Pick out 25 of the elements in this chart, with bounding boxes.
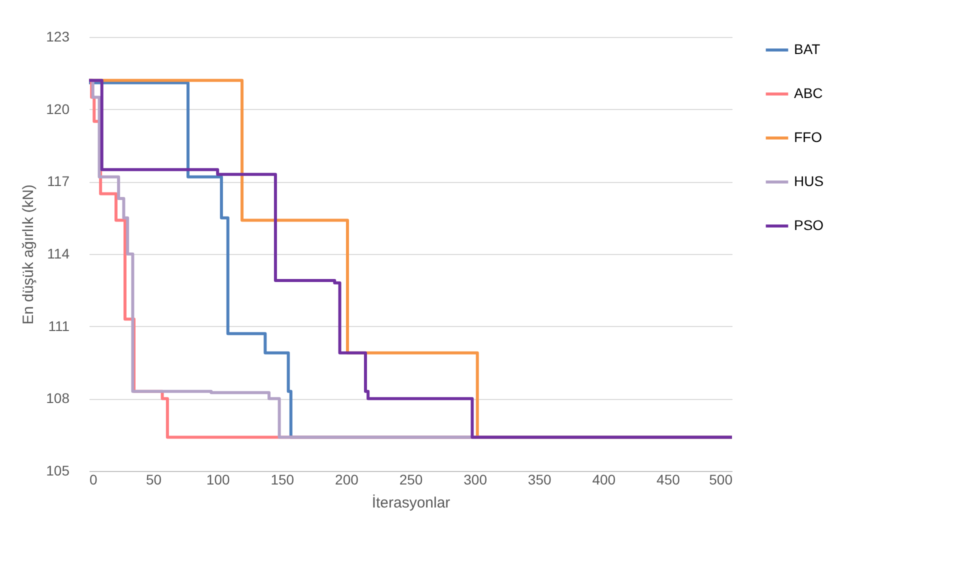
y-tick-label: 120 xyxy=(46,100,70,117)
y-tick-label: 114 xyxy=(47,246,70,262)
x-tick-label: 250 xyxy=(399,472,423,488)
y-tick-label: 105 xyxy=(46,462,70,478)
x-tick-label: 150 xyxy=(270,472,294,488)
x-tick-label: 450 xyxy=(656,472,680,488)
y-tick-label: 108 xyxy=(46,390,70,406)
legend-label: ABC xyxy=(794,85,823,101)
y-axis-title: En düşük ağırlık (kN) xyxy=(20,184,38,325)
legend-label: HUS xyxy=(794,173,824,189)
x-tick-label: 300 xyxy=(464,472,488,488)
x-tick-label: 0 xyxy=(90,472,98,488)
x-tick-label: 350 xyxy=(528,472,552,488)
y-tick-label: 123 xyxy=(46,28,70,44)
y-tick-label: 111 xyxy=(48,318,70,334)
legend-label: BAT xyxy=(794,41,821,57)
x-tick-label: 200 xyxy=(335,472,359,488)
x-tick-label: 50 xyxy=(146,472,162,488)
x-axis-title: İterasyonlar xyxy=(372,494,450,512)
y-tick-label: 117 xyxy=(47,173,70,190)
legend-label: FFO xyxy=(794,129,822,145)
x-tick-label: 500 xyxy=(709,472,733,488)
x-tick-label: 100 xyxy=(206,472,230,488)
x-tick-label: 400 xyxy=(592,472,616,488)
legend-label: PSO xyxy=(794,217,824,233)
